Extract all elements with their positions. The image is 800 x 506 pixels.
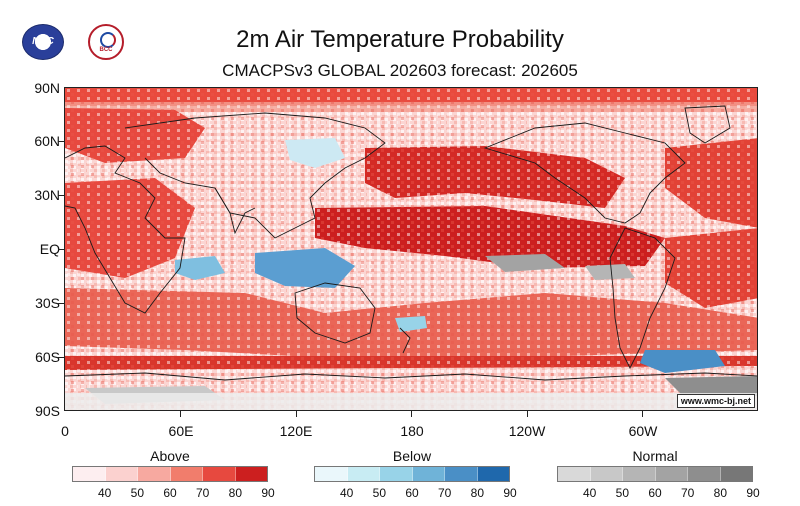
- legend-colorbar: [557, 466, 753, 482]
- lon-label-120w: 120W: [508, 423, 546, 439]
- legend-ticks: 40 50 60 70 80 90: [557, 482, 760, 500]
- lon-label-60w: 60W: [628, 423, 658, 439]
- legend-tick-label: 50: [615, 486, 630, 500]
- legend-tick-label: 50: [130, 486, 145, 500]
- lat-label-90n: 90N: [34, 80, 60, 96]
- legend-tick-label: 70: [437, 486, 452, 500]
- legend-swatch: [105, 467, 138, 481]
- legend-swatch: [315, 467, 348, 481]
- legend-above: Above 40 50 60 70 80 90: [72, 448, 275, 500]
- legend-tick-label: 40: [339, 486, 354, 500]
- legend-swatch: [235, 467, 267, 481]
- siberia-below: [285, 138, 345, 168]
- map-svg: [65, 88, 757, 410]
- legend-title: Above: [150, 448, 190, 464]
- lat-label-30n: 30N: [34, 187, 60, 203]
- legend-title: Normal: [632, 448, 678, 464]
- tick: [58, 303, 64, 304]
- legend-tick-label: 80: [470, 486, 485, 500]
- lat-label-eq: EQ: [39, 241, 60, 257]
- lat-label-30s: 30S: [35, 295, 60, 311]
- legend-colorbar: [72, 466, 268, 482]
- lon-label-180: 180: [400, 423, 424, 439]
- legend-tick-label: 90: [746, 486, 760, 500]
- tick: [58, 141, 64, 142]
- page-title: 2m Air Temperature Probability: [236, 26, 564, 53]
- legend-swatch: [477, 467, 509, 481]
- legend-swatch: [347, 467, 380, 481]
- legend-swatch: [412, 467, 445, 481]
- south-atlantic-below: [640, 350, 725, 373]
- legend-swatch: [380, 467, 413, 481]
- legend-below: Below 40 50 60 70 80 90: [314, 448, 517, 500]
- tick: [527, 411, 528, 417]
- legend-tick-label: 70: [680, 486, 695, 500]
- legend-colorbar: [314, 466, 510, 482]
- tick: [642, 411, 643, 417]
- legend-tick-label: 60: [648, 486, 662, 500]
- legend-ticks: 40 50 60 70 80 90: [72, 482, 275, 500]
- tick: [296, 411, 297, 417]
- legend-swatch: [688, 467, 721, 481]
- website-credit: www.wmc-bj.net: [676, 394, 755, 408]
- tick: [58, 357, 64, 358]
- lat-label-90s: 90S: [35, 403, 60, 419]
- legend-title: Below: [392, 448, 432, 464]
- lon-label-120e: 120E: [279, 423, 313, 439]
- legend-tick-label: 40: [97, 486, 112, 500]
- legend-tick-label: 50: [372, 486, 387, 500]
- page-subtitle: CMACPSv3 GLOBAL 202603 forecast: 202605: [222, 61, 578, 80]
- legend-tick-label: 60: [405, 486, 419, 500]
- lon-label-0: 0: [61, 423, 69, 439]
- legend-tick-label: 90: [261, 486, 275, 500]
- legend-swatch: [558, 467, 591, 481]
- legend-swatch: [138, 467, 171, 481]
- lat-label-60n: 60N: [34, 133, 60, 149]
- bcc-logo: BCC: [88, 24, 124, 60]
- probability-map: www.wmc-bj.net: [64, 87, 758, 411]
- tick: [411, 411, 412, 417]
- legend-swatch: [590, 467, 623, 481]
- ncc-logo: NCC: [22, 24, 64, 60]
- legend-swatch: [445, 467, 478, 481]
- east-pacific-normal: [485, 254, 565, 272]
- legend-tick-label: 70: [195, 486, 210, 500]
- legend-swatch: [720, 467, 752, 481]
- antarctica-band: [65, 393, 757, 410]
- lat-label-60s: 60S: [35, 349, 60, 365]
- tick: [58, 249, 64, 250]
- legend-normal: Normal 40 50 60 70 80 90: [557, 448, 760, 500]
- tasman-below: [395, 316, 427, 332]
- indian-ocean-below: [175, 256, 225, 280]
- maritime-continent-below: [255, 248, 355, 288]
- legend-swatch: [73, 467, 106, 481]
- tick: [58, 195, 64, 196]
- lon-label-60e: 60E: [168, 423, 194, 439]
- legend-ticks: 40 50 60 70 80 90: [314, 482, 517, 500]
- legend-tick-label: 40: [582, 486, 597, 500]
- legend-swatch: [170, 467, 203, 481]
- legend-tick-label: 60: [163, 486, 177, 500]
- legend-tick-label: 80: [228, 486, 243, 500]
- legend-swatch: [655, 467, 688, 481]
- legend-tick-label: 80: [713, 486, 728, 500]
- legend-swatch: [203, 467, 236, 481]
- tick: [180, 411, 181, 417]
- legend-tick-label: 90: [503, 486, 517, 500]
- legend-swatch: [623, 467, 656, 481]
- coastlines: [65, 105, 757, 381]
